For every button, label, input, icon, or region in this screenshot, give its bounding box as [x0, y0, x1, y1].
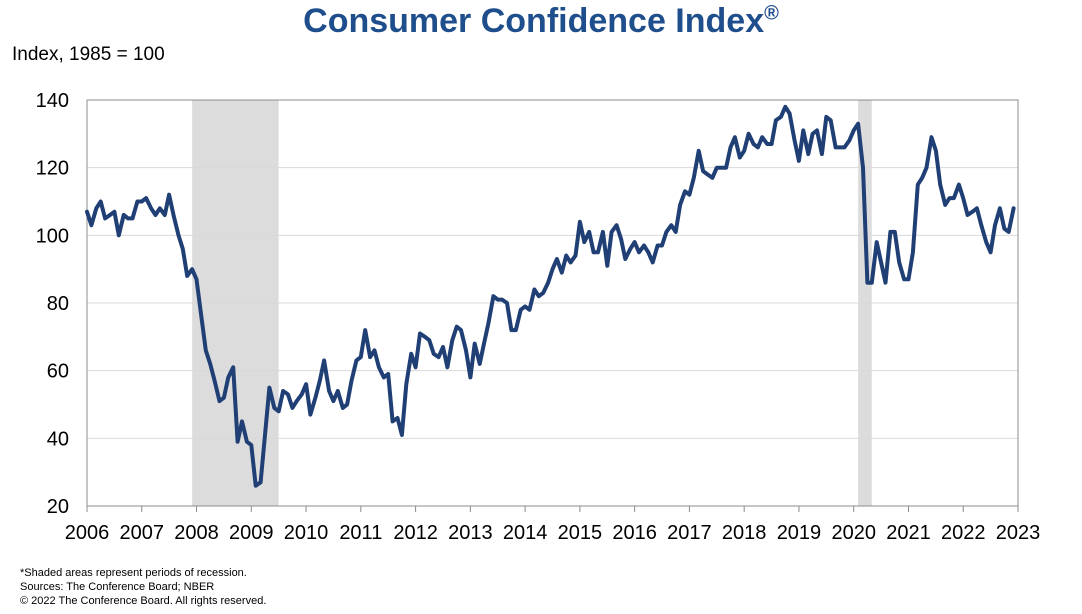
- footnote-copyright: © 2022 The Conference Board. All rights …: [20, 595, 267, 607]
- footnotes: *Shaded areas represent periods of reces…: [20, 566, 266, 608]
- x-tick-label: 2011: [339, 522, 382, 544]
- y-axis-label: Index, 1985 = 100: [12, 44, 165, 65]
- series-line-0: [85, 104, 1016, 488]
- y-tick-label: 60: [47, 361, 69, 383]
- y-tick-label: 20: [47, 496, 69, 518]
- registered-mark: ®: [764, 2, 779, 25]
- y-tick-label: 100: [36, 225, 69, 247]
- x-axis-ticks: 2006 2007 2008 2009 2010 2011 2012 2013 2014 2015…: [65, 506, 1041, 544]
- x-tick-label: 2023: [996, 522, 1041, 544]
- plot-frame: [86, 99, 1019, 507]
- x-tick-label: 2006: [65, 522, 110, 544]
- y-tick-label: 120: [36, 158, 69, 180]
- x-tick-label: 2012: [393, 522, 438, 544]
- x-tick-label: 2020: [831, 522, 876, 544]
- x-tick-label: 2014: [503, 522, 548, 544]
- chart-title-text: Consumer Confidence Index: [303, 2, 765, 40]
- chart-title: Consumer Confidence Index®: [0, 2, 1082, 41]
- series-lines: [85, 104, 1016, 488]
- x-tick-label: 2010: [284, 522, 329, 544]
- footnote-sources: Sources: The Conference Board; NBER: [20, 581, 215, 593]
- x-tick-label: 2019: [777, 522, 822, 544]
- footnote-recession: *Shaded areas represent periods of reces…: [20, 567, 247, 579]
- y-tick-label: 80: [47, 293, 69, 315]
- x-tick-label: 2017: [667, 522, 712, 544]
- x-tick-label: 2013: [448, 522, 493, 544]
- x-tick-label: 2016: [612, 522, 657, 544]
- y-tick-label: 40: [47, 428, 69, 450]
- x-tick-label: 2015: [558, 522, 603, 544]
- x-tick-label: 2007: [120, 522, 165, 544]
- x-tick-label: 2008: [174, 522, 219, 544]
- x-tick-label: 2018: [722, 522, 767, 544]
- x-tick-label: 2022: [941, 522, 986, 544]
- y-tick-label: 140: [36, 90, 69, 112]
- x-tick-label: 2009: [229, 522, 274, 544]
- x-tick-label: 2021: [886, 522, 931, 544]
- y-axis-ticks: 20 40 60 80 100 120 140: [36, 90, 69, 518]
- gridlines: [87, 167, 1018, 439]
